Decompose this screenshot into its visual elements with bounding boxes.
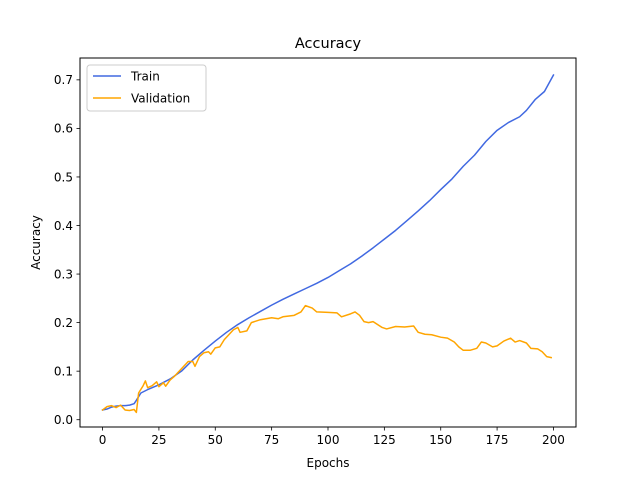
series-line-train bbox=[101, 73, 555, 411]
x-tick-label: 50 bbox=[208, 433, 223, 447]
series-line-validation bbox=[101, 304, 553, 414]
x-tick-label: 0 bbox=[99, 433, 107, 447]
x-tick-label: 200 bbox=[542, 433, 565, 447]
x-tick-label: 25 bbox=[151, 433, 166, 447]
y-tick-label: 0.7 bbox=[54, 73, 73, 87]
x-axis-label: Epochs bbox=[307, 456, 350, 470]
x-tick-label: 125 bbox=[373, 433, 396, 447]
y-tick-label: 0.6 bbox=[54, 122, 73, 136]
y-tick-label: 0.0 bbox=[54, 413, 73, 427]
x-tick-label: 100 bbox=[317, 433, 340, 447]
y-tick-label: 0.3 bbox=[54, 267, 73, 281]
x-tick-label: 175 bbox=[486, 433, 509, 447]
plot-area bbox=[101, 73, 555, 414]
x-tick-label: 150 bbox=[429, 433, 452, 447]
y-tick-label: 0.5 bbox=[54, 170, 73, 184]
y-axis-ticks: 0.0 0.1 0.2 0.3 0.4 0.5 0.6 0.7 bbox=[54, 73, 80, 427]
x-tick-label: 75 bbox=[264, 433, 279, 447]
chart-title: Accuracy bbox=[295, 36, 362, 52]
y-tick-label: 0.4 bbox=[54, 219, 73, 233]
y-tick-label: 0.2 bbox=[54, 316, 73, 330]
y-tick-label: 0.1 bbox=[54, 364, 73, 378]
x-axis-ticks: 0 25 50 75 100 125 150 175 200 bbox=[99, 427, 565, 447]
y-axis-label: Accuracy bbox=[29, 215, 43, 270]
legend-label-train: Train bbox=[130, 70, 160, 84]
legend: Train Validation bbox=[86, 64, 207, 112]
legend-label-validation: Validation bbox=[131, 92, 190, 106]
